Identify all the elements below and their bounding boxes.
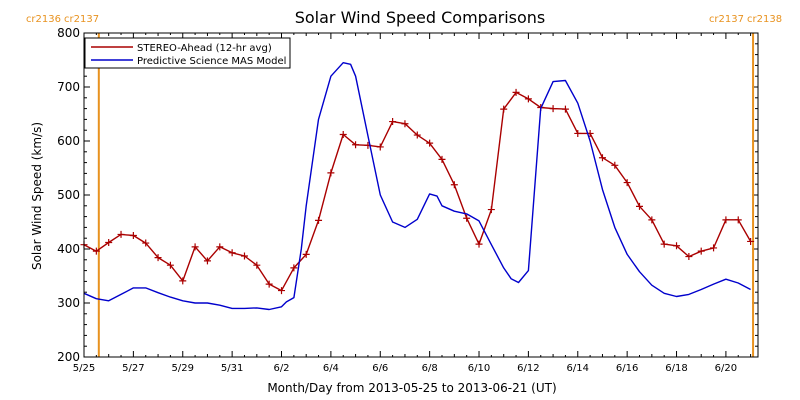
y-tick-label: 800 bbox=[57, 26, 80, 40]
stereo-data-point bbox=[487, 206, 495, 214]
x-tick-label: 6/4 bbox=[323, 363, 339, 374]
stereo-data-point bbox=[648, 216, 656, 224]
x-tick-label: 6/14 bbox=[567, 363, 589, 374]
x-tick-label: 6/16 bbox=[616, 363, 638, 374]
legend: STEREO-Ahead (12-hr avg) Predictive Scie… bbox=[84, 37, 291, 69]
stereo-data-point bbox=[623, 179, 631, 187]
x-tick-label: 6/2 bbox=[273, 363, 289, 374]
x-tick-label: 6/8 bbox=[422, 363, 438, 374]
stereo-data-point bbox=[92, 247, 100, 255]
stereo-data-point bbox=[339, 131, 347, 139]
stereo-data-point bbox=[315, 216, 323, 224]
stereo-data-point bbox=[463, 214, 471, 222]
cr-label-right-2: cr2138 bbox=[747, 14, 782, 25]
stereo-data-point bbox=[611, 161, 619, 169]
y-axis-label: Solar Wind Speed (km/s) bbox=[30, 122, 44, 270]
stereo-data-point bbox=[401, 120, 409, 128]
stereo-data-point bbox=[352, 141, 360, 149]
legend-label-mas: Predictive Science MAS Model bbox=[137, 56, 286, 67]
stereo-data-point bbox=[438, 155, 446, 163]
stereo-data-point bbox=[524, 95, 532, 103]
legend-box bbox=[84, 37, 291, 69]
stereo-series-line bbox=[83, 91, 752, 292]
y-tick-label: 500 bbox=[57, 188, 80, 202]
plot-layer: 200 300 400 500 600 700 800 5/25 5/27 5/29 5/31 6/2… bbox=[57, 26, 759, 374]
stereo-data-point bbox=[240, 252, 248, 260]
stereo-data-point bbox=[512, 88, 520, 96]
stereo-data-point bbox=[660, 240, 668, 248]
cr-label-left-1: cr2136 bbox=[26, 14, 61, 25]
stereo-data-point bbox=[722, 216, 730, 224]
y-tick-label: 700 bbox=[57, 80, 80, 94]
stereo-data-point bbox=[129, 232, 137, 239]
stereo-data-point bbox=[561, 105, 569, 113]
x-tick-label: 5/27 bbox=[122, 363, 144, 374]
stereo-data-point bbox=[278, 287, 286, 295]
stereo-data-point bbox=[598, 154, 606, 162]
stereo-data-point bbox=[697, 247, 705, 255]
x-tick-label: 5/31 bbox=[221, 363, 243, 374]
x-tick-label: 5/25 bbox=[73, 363, 95, 374]
x-tick-label: 5/29 bbox=[172, 363, 194, 374]
x-tick-label: 6/20 bbox=[715, 363, 737, 374]
stereo-data-point bbox=[179, 277, 187, 285]
stereo-data-point bbox=[475, 240, 483, 248]
stereo-data-point bbox=[154, 254, 162, 262]
stereo-data-point bbox=[142, 239, 150, 247]
stereo-data-point bbox=[413, 131, 421, 139]
stereo-data-point bbox=[105, 239, 113, 247]
stereo-data-point bbox=[635, 202, 643, 210]
y-tick-label: 200 bbox=[57, 350, 80, 364]
stereo-data-point bbox=[710, 244, 718, 252]
cr-label-left-2: cr2137 bbox=[64, 14, 99, 25]
stereo-data-point bbox=[117, 230, 125, 238]
y-tick-label: 300 bbox=[57, 296, 80, 310]
chart-title: Solar Wind Speed Comparisons bbox=[295, 8, 546, 27]
stereo-data-point bbox=[426, 139, 434, 147]
stereo-data-point bbox=[191, 243, 199, 251]
x-axis-label: Month/Day from 2013-05-25 to 2013-06-21 … bbox=[267, 381, 556, 395]
plot-frame bbox=[83, 32, 759, 358]
stereo-data-point bbox=[685, 253, 693, 261]
y-tick-label: 400 bbox=[57, 242, 80, 256]
y-tick-label: 600 bbox=[57, 134, 80, 148]
x-tick-label: 6/6 bbox=[372, 363, 388, 374]
stereo-data-point bbox=[166, 261, 174, 269]
stereo-data-point bbox=[450, 181, 458, 189]
stereo-data-point bbox=[302, 250, 310, 258]
x-tick-label: 6/10 bbox=[468, 363, 490, 374]
stereo-data-point bbox=[265, 280, 273, 288]
x-tick-label: 6/18 bbox=[665, 363, 687, 374]
stereo-data-point bbox=[376, 143, 384, 151]
stereo-data-point bbox=[253, 261, 261, 269]
mas-series-line bbox=[83, 62, 751, 311]
stereo-data-point bbox=[327, 169, 335, 177]
stereo-data-point bbox=[290, 264, 298, 272]
stereo-data-point bbox=[734, 216, 742, 224]
stereo-data-point bbox=[203, 257, 211, 265]
cr-label-right-1: cr2137 bbox=[709, 14, 744, 25]
stereo-data-point bbox=[228, 249, 236, 257]
legend-label-stereo: STEREO-Ahead (12-hr avg) bbox=[137, 43, 272, 54]
x-tick-label: 6/12 bbox=[517, 363, 539, 374]
stereo-data-point bbox=[574, 129, 582, 137]
stereo-data-point bbox=[549, 105, 557, 113]
stereo-data-point bbox=[500, 105, 508, 113]
stereo-data-point bbox=[389, 118, 397, 126]
stereo-data-point bbox=[673, 242, 681, 250]
stereo-data-point bbox=[747, 237, 755, 245]
stereo-data-point bbox=[216, 243, 224, 251]
